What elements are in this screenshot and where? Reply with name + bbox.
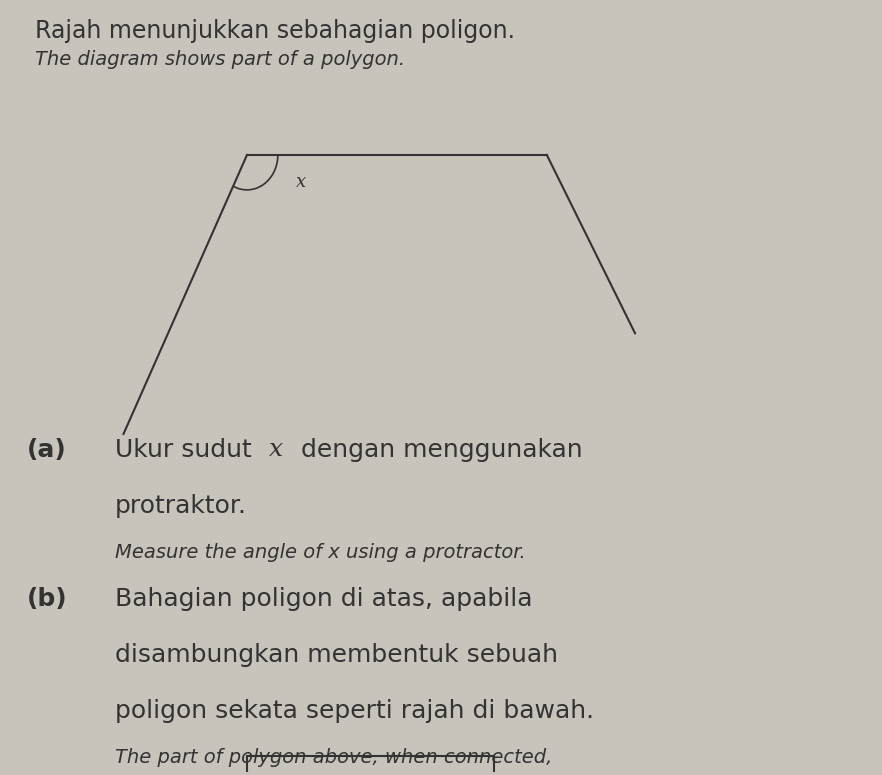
- Text: protraktor.: protraktor.: [115, 494, 247, 518]
- Text: The part of polygon above, when connected,: The part of polygon above, when connecte…: [115, 748, 552, 767]
- Text: (a): (a): [26, 438, 66, 462]
- Text: The diagram shows part of a polygon.: The diagram shows part of a polygon.: [35, 50, 406, 70]
- Text: Ukur sudut: Ukur sudut: [115, 438, 259, 462]
- Text: Measure the angle of x using a protractor.: Measure the angle of x using a protracto…: [115, 542, 526, 562]
- Text: Rajah menunjukkan sebahagian poligon.: Rajah menunjukkan sebahagian poligon.: [35, 19, 515, 43]
- Text: x: x: [295, 173, 305, 191]
- Text: x: x: [269, 438, 283, 461]
- Text: poligon sekata seperti rajah di bawah.: poligon sekata seperti rajah di bawah.: [115, 699, 594, 723]
- Text: (b): (b): [26, 587, 67, 611]
- Text: disambungkan membentuk sebuah: disambungkan membentuk sebuah: [115, 643, 557, 667]
- Text: dengan menggunakan: dengan menggunakan: [293, 438, 582, 462]
- Text: Bahagian poligon di atas, apabila: Bahagian poligon di atas, apabila: [115, 587, 532, 611]
